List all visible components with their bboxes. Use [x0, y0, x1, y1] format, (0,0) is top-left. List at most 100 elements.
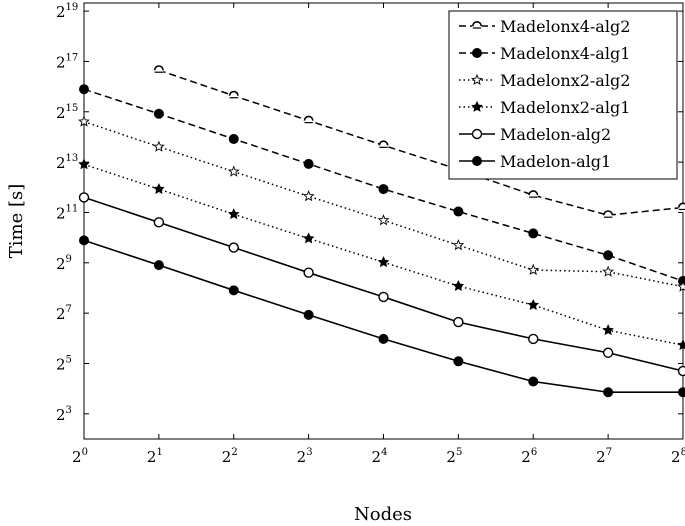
series-line — [83, 88, 684, 282]
data-point — [528, 228, 539, 239]
y-tick-exponent: 5 — [66, 354, 72, 365]
x-tick-exponent: 3 — [306, 447, 312, 458]
legend-marker — [472, 156, 482, 166]
legend-label: Madelonx2-alg1 — [500, 98, 630, 117]
marker-arc — [228, 90, 239, 96]
legend-marker — [472, 21, 482, 31]
data-point — [603, 387, 614, 398]
series-madelonx2-alg2 — [78, 115, 685, 292]
data-point — [603, 210, 614, 220]
data-point — [602, 324, 614, 336]
legend-entry: Madelon-alg1 — [459, 152, 611, 171]
y-tick-base: 2 — [56, 154, 66, 172]
data-point — [378, 333, 389, 344]
data-point — [602, 347, 614, 358]
data-point — [228, 285, 239, 296]
data-point — [79, 84, 89, 95]
marker-arc — [378, 140, 389, 146]
y-tick-exponent: 9 — [66, 254, 72, 265]
series-madelon-alg2 — [78, 192, 685, 377]
data-point — [603, 250, 614, 261]
x-tick-exponent: 4 — [381, 447, 387, 458]
x-tick-base: 2 — [671, 448, 681, 466]
x-tick-base: 2 — [297, 448, 307, 466]
data-point — [153, 183, 165, 194]
legend-entry: Madelonx4-alg1 — [459, 44, 630, 63]
data-point — [153, 108, 164, 119]
y-tick-base: 2 — [56, 3, 66, 21]
x-tick-exponent: 6 — [531, 447, 537, 458]
data-point — [227, 208, 240, 220]
data-point — [228, 90, 239, 101]
x-tick-exponent: 7 — [606, 447, 612, 458]
data-point — [153, 65, 164, 75]
data-point — [453, 316, 464, 328]
data-point — [153, 217, 165, 228]
x-tick-label: 26 — [521, 447, 537, 466]
x-tick-base: 2 — [596, 448, 606, 466]
data-point — [228, 242, 239, 253]
data-point — [78, 192, 90, 203]
y-tick-label: 217 — [56, 52, 78, 71]
y-tick-base: 2 — [56, 204, 66, 222]
x-tick-exponent: 5 — [456, 447, 462, 458]
marker-arc — [678, 202, 685, 208]
y-tick-base: 2 — [56, 53, 66, 71]
data-point — [678, 387, 685, 398]
legend-marker — [471, 128, 483, 140]
data-point — [228, 133, 239, 144]
data-point — [527, 298, 540, 310]
data-point — [677, 365, 685, 377]
legend-label: Madelonx4-alg1 — [500, 44, 630, 63]
data-point — [377, 256, 390, 268]
y-tick-base: 2 — [56, 305, 66, 323]
legend-marker — [471, 73, 483, 86]
y-tick-label: 29 — [56, 254, 72, 273]
legend-label: Madelonx4-alg2 — [500, 17, 630, 36]
data-point — [78, 158, 90, 170]
axis-tick-labels: 20 21 22 23 24 25 26 27 282325272921121321521721… — [56, 2, 685, 466]
y-tick-label: 23 — [56, 405, 72, 424]
data-point — [79, 235, 89, 246]
x-tick-label: 28 — [671, 447, 685, 466]
series-madelon-alg1 — [79, 235, 685, 398]
legend-entry: Madelon-alg2 — [459, 125, 611, 144]
y-tick-label: 25 — [56, 354, 72, 373]
data-point — [303, 309, 314, 320]
marker-arc — [528, 190, 539, 196]
legend-entry: Madelonx4-alg2 — [459, 17, 630, 36]
x-tick-label: 21 — [147, 447, 163, 466]
legend-label: Madelon-alg2 — [500, 125, 611, 144]
x-tick-label: 25 — [446, 447, 462, 466]
marker-arc — [472, 21, 482, 27]
data-point — [528, 190, 539, 200]
data-point — [453, 356, 464, 367]
data-point — [302, 232, 315, 244]
data-point — [528, 333, 539, 345]
y-tick-exponent: 19 — [66, 2, 79, 13]
y-tick-base: 2 — [56, 255, 66, 273]
series-madelonx4-alg1 — [79, 84, 685, 287]
data-point — [378, 291, 389, 303]
legend-entry: Madelonx2-alg2 — [459, 71, 630, 90]
x-tick-exponent: 1 — [156, 447, 162, 458]
x-tick-label: 22 — [222, 447, 238, 466]
data-point — [453, 206, 464, 217]
data-point — [378, 140, 389, 151]
y-tick-label: 211 — [56, 203, 78, 222]
data-point — [677, 280, 685, 292]
data-point — [227, 165, 240, 177]
data-point — [303, 267, 314, 278]
y-tick-label: 27 — [56, 304, 72, 323]
legend-box — [448, 10, 678, 180]
data-point — [302, 190, 315, 202]
y-tick-exponent: 15 — [66, 103, 79, 114]
x-tick-exponent: 0 — [82, 447, 88, 458]
marker-arc — [153, 65, 164, 71]
series-madelonx2-alg1 — [78, 158, 685, 351]
data-point — [528, 376, 539, 387]
legend-label: Madelonx2-alg2 — [500, 71, 630, 90]
x-tick-label: 27 — [596, 447, 612, 466]
legend-marker — [472, 48, 482, 58]
